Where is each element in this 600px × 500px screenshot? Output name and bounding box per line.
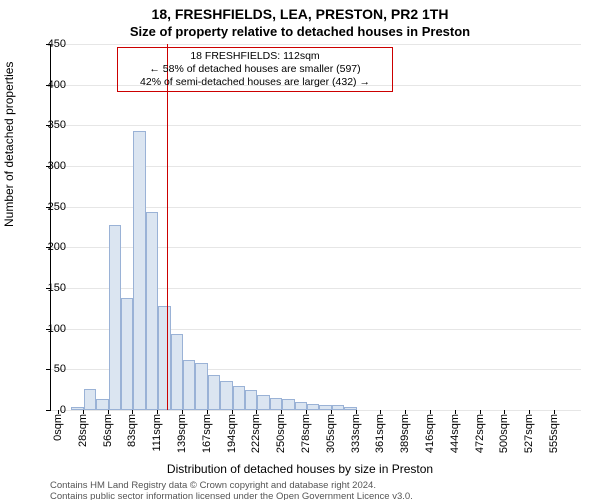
histogram-bar: [233, 386, 245, 410]
histogram-bar: [332, 405, 344, 410]
chart-subtitle: Size of property relative to detached ho…: [0, 24, 600, 39]
x-tick-label: 416sqm: [424, 414, 436, 453]
x-tick-label: 139sqm: [176, 414, 188, 453]
histogram-bar: [307, 404, 319, 410]
histogram-bar: [270, 398, 282, 410]
property-marker-line: [167, 44, 168, 410]
footer-attribution: Contains HM Land Registry data © Crown c…: [50, 480, 580, 500]
chart-container: 18, FRESHFIELDS, LEA, PRESTON, PR2 1TH S…: [0, 0, 600, 500]
y-tick-mark: [46, 44, 50, 45]
y-tick-mark: [46, 410, 50, 411]
annotation-line1: 18 FRESHFIELDS: 112sqm: [122, 50, 388, 63]
y-tick-mark: [46, 247, 50, 248]
x-tick-label: 222sqm: [250, 414, 262, 453]
gridline-horizontal: [51, 125, 581, 126]
histogram-bar: [121, 298, 133, 410]
histogram-bar: [84, 389, 96, 410]
x-tick-label: 555sqm: [548, 414, 560, 453]
x-tick-label: 361sqm: [374, 414, 386, 453]
footer-line1: Contains HM Land Registry data © Crown c…: [50, 480, 376, 491]
y-tick-mark: [46, 288, 50, 289]
histogram-bar: [109, 225, 121, 410]
gridline-horizontal: [51, 410, 581, 411]
x-tick-label: 444sqm: [449, 414, 461, 453]
x-tick-label: 194sqm: [226, 414, 238, 453]
x-tick-label: 56sqm: [102, 414, 114, 447]
annotation-line2: ← 58% of detached houses are smaller (59…: [122, 63, 388, 76]
y-tick-mark: [46, 207, 50, 208]
annotation-box: 18 FRESHFIELDS: 112sqm← 58% of detached …: [117, 47, 393, 92]
y-tick-mark: [46, 166, 50, 167]
y-tick-mark: [46, 125, 50, 126]
histogram-bar: [220, 381, 232, 410]
histogram-bar: [146, 212, 158, 410]
gridline-horizontal: [51, 44, 581, 45]
histogram-bar: [133, 131, 145, 410]
y-tick-mark: [46, 329, 50, 330]
x-tick-label: 111sqm: [151, 414, 163, 452]
footer-line2: Contains public sector information licen…: [50, 491, 413, 500]
x-tick-label: 305sqm: [325, 414, 337, 453]
annotation-line3: 42% of semi-detached houses are larger (…: [122, 76, 388, 89]
y-axis-label: Number of detached properties: [2, 62, 16, 227]
y-tick-mark: [46, 85, 50, 86]
x-tick-label: 167sqm: [201, 414, 213, 453]
histogram-bar: [245, 390, 257, 410]
histogram-bar: [183, 360, 195, 410]
x-tick-label: 472sqm: [474, 414, 486, 453]
x-tick-label: 0sqm: [52, 414, 64, 441]
histogram-bar: [295, 402, 307, 410]
x-tick-label: 83sqm: [126, 414, 138, 447]
gridline-horizontal: [51, 247, 581, 248]
x-tick-label: 389sqm: [399, 414, 411, 453]
x-tick-label: 278sqm: [300, 414, 312, 453]
histogram-bar: [96, 399, 108, 410]
x-axis-label: Distribution of detached houses by size …: [0, 462, 600, 476]
plot-area: 18 FRESHFIELDS: 112sqm← 58% of detached …: [50, 44, 581, 411]
gridline-horizontal: [51, 207, 581, 208]
histogram-bar: [195, 363, 207, 410]
y-tick-mark: [46, 369, 50, 370]
gridline-horizontal: [51, 288, 581, 289]
x-tick-label: 500sqm: [498, 414, 510, 453]
histogram-bar: [208, 375, 220, 410]
x-tick-label: 28sqm: [77, 414, 89, 447]
x-tick-label: 250sqm: [275, 414, 287, 453]
histogram-bar: [158, 306, 170, 410]
histogram-bar: [257, 395, 269, 410]
x-tick-label: 527sqm: [523, 414, 535, 453]
histogram-bar: [171, 334, 183, 410]
histogram-bar: [282, 399, 294, 410]
x-tick-label: 333sqm: [350, 414, 362, 453]
gridline-horizontal: [51, 166, 581, 167]
chart-title-address: 18, FRESHFIELDS, LEA, PRESTON, PR2 1TH: [0, 6, 600, 22]
